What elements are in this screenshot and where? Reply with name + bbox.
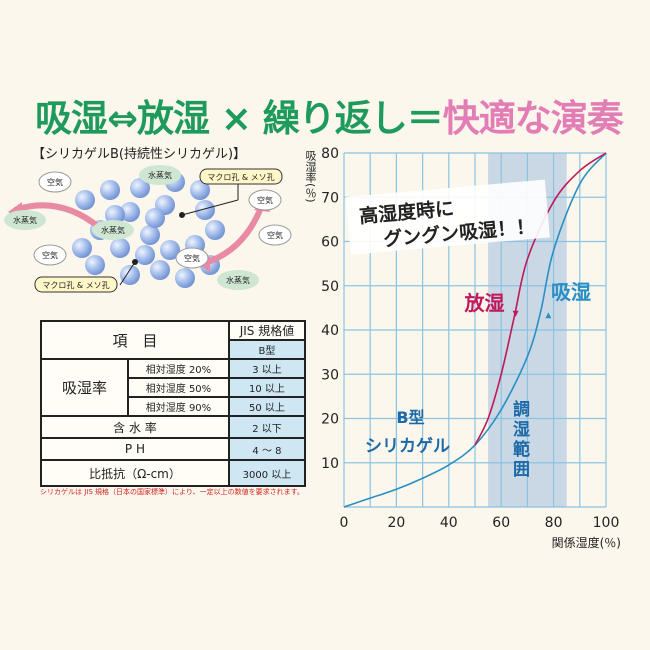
x-tick-label: 100: [593, 515, 620, 531]
silica-bead: [75, 190, 95, 210]
silica-bead: [205, 220, 225, 240]
desorption-arrow-icon: [512, 310, 519, 317]
x-tick-label: 60: [492, 515, 510, 531]
silica-bead: [105, 205, 125, 225]
header-type: B型: [227, 339, 307, 360]
air-bubble: [38, 171, 72, 193]
vapor-bubble: [4, 210, 46, 230]
x-tick-label: 20: [387, 515, 405, 531]
x-tick-label: 40: [440, 515, 458, 531]
footnote: シリカゲルは JIS 規格（日本の国家標準）により、一定以上の数値を要求されます…: [40, 488, 304, 496]
silica-type-line: シリカゲル: [365, 436, 450, 457]
x-tick-label: 0: [340, 515, 349, 531]
silica-bead: [130, 178, 150, 198]
vapor-bubble-label: 水蒸気: [101, 225, 125, 235]
vapor-bubble-label: 水蒸気: [13, 215, 37, 225]
vapor-release-arrow: [14, 202, 102, 231]
air-bubble-label: 空気: [267, 230, 283, 240]
leader-line: [119, 261, 136, 286]
vapor-bubble: [139, 165, 181, 185]
y-tick-label: 60: [321, 235, 339, 251]
air-bubble-label: 空気: [184, 253, 200, 263]
leader-line: [181, 199, 239, 216]
air-bubble-label: 空気: [47, 177, 63, 187]
air-bubble: [33, 244, 67, 266]
y-tick-label: 80: [321, 146, 339, 162]
table-row: 吸湿率 相対湿度 20% 3 以上: [40, 358, 307, 417]
air-exchange-arrow: [204, 203, 265, 266]
vapor-bubble-label: 水蒸気: [226, 275, 250, 285]
silica-bead: [160, 240, 180, 260]
diagram-title: 【シリカゲルB(持続性シリカゲル)】: [32, 147, 247, 162]
header-jis: JIS 規格値: [227, 320, 307, 341]
absorption-curve: [343, 152, 607, 508]
silica-bead: [100, 180, 120, 200]
vapor-bubble-label: 水蒸気: [148, 170, 172, 180]
silica-bead: [175, 268, 195, 288]
air-bubble-label: 空気: [42, 250, 58, 260]
air-bubble: [258, 224, 292, 246]
x-axis-label: 関係湿度(％): [552, 535, 621, 550]
vapor-bubble: [92, 220, 134, 240]
page-title: 吸湿⇔放湿 × 繰り返し＝快適な演奏: [35, 97, 624, 140]
silica-bead: [150, 260, 170, 280]
silica-type-line: B型: [396, 408, 424, 427]
band-label: 調湿範囲: [509, 400, 529, 480]
jis-spec-table: 項 目 JIS 規格値 B型 吸湿率 相対湿度 20% 3 以上 相対湿度 50% 10…: [40, 320, 307, 487]
leader-dot: [132, 259, 138, 265]
silica-bead: [72, 238, 92, 258]
absorption-label: 吸湿: [551, 280, 591, 304]
silica-bead: [190, 180, 210, 200]
silica-bead: [120, 202, 140, 222]
desorption-curve: [474, 152, 607, 446]
y-tick-label: 30: [321, 367, 339, 383]
leader-dot: [179, 212, 185, 218]
air-bubble: [175, 247, 209, 269]
y-tick-label: 20: [321, 412, 339, 428]
x-tick-label: 80: [545, 515, 563, 531]
silica-bead: [120, 265, 140, 285]
header-item: 項 目: [40, 320, 230, 360]
y-tick-label: 50: [321, 279, 339, 295]
y-axis-label: 吸湿率(％): [304, 150, 317, 203]
y-tick-label: 10: [321, 456, 339, 472]
silica-bead: [195, 200, 215, 220]
humidity-chart: 0 20 40 60 80 100 10 20 30 40 50 60 70 80 関係湿度(％) 放湿 吸湿 高…: [321, 146, 621, 550]
air-bubble: [248, 189, 282, 211]
silica-bead: [145, 208, 165, 228]
silica-bead: [110, 238, 130, 258]
silica-bead: [135, 245, 155, 265]
air-bubble-label: 空気: [257, 195, 273, 205]
desorption-label: 放湿: [464, 291, 505, 315]
table-row: 相対湿度 90% 50 以上: [41, 396, 307, 417]
table-row: 比抵抗（Ω-cm） 3000 以上: [40, 459, 307, 487]
pore-tag-label: マクロ孔 & メソ孔: [42, 281, 109, 290]
y-tick-label: 40: [321, 323, 339, 339]
pore-tag: [199, 168, 283, 185]
y-tick-label: 70: [321, 190, 339, 206]
silica-bead: [140, 225, 160, 245]
pore-tag-label: マクロ孔 & メソ孔: [207, 173, 274, 182]
table-row: 相対湿度 50% 10 以上: [41, 377, 307, 398]
pore-tag: [34, 276, 118, 293]
absorption-arrow-icon: [545, 312, 552, 319]
annotation-background: [345, 179, 550, 255]
vapor-bubble: [217, 270, 259, 290]
silica-bead: [85, 255, 105, 275]
